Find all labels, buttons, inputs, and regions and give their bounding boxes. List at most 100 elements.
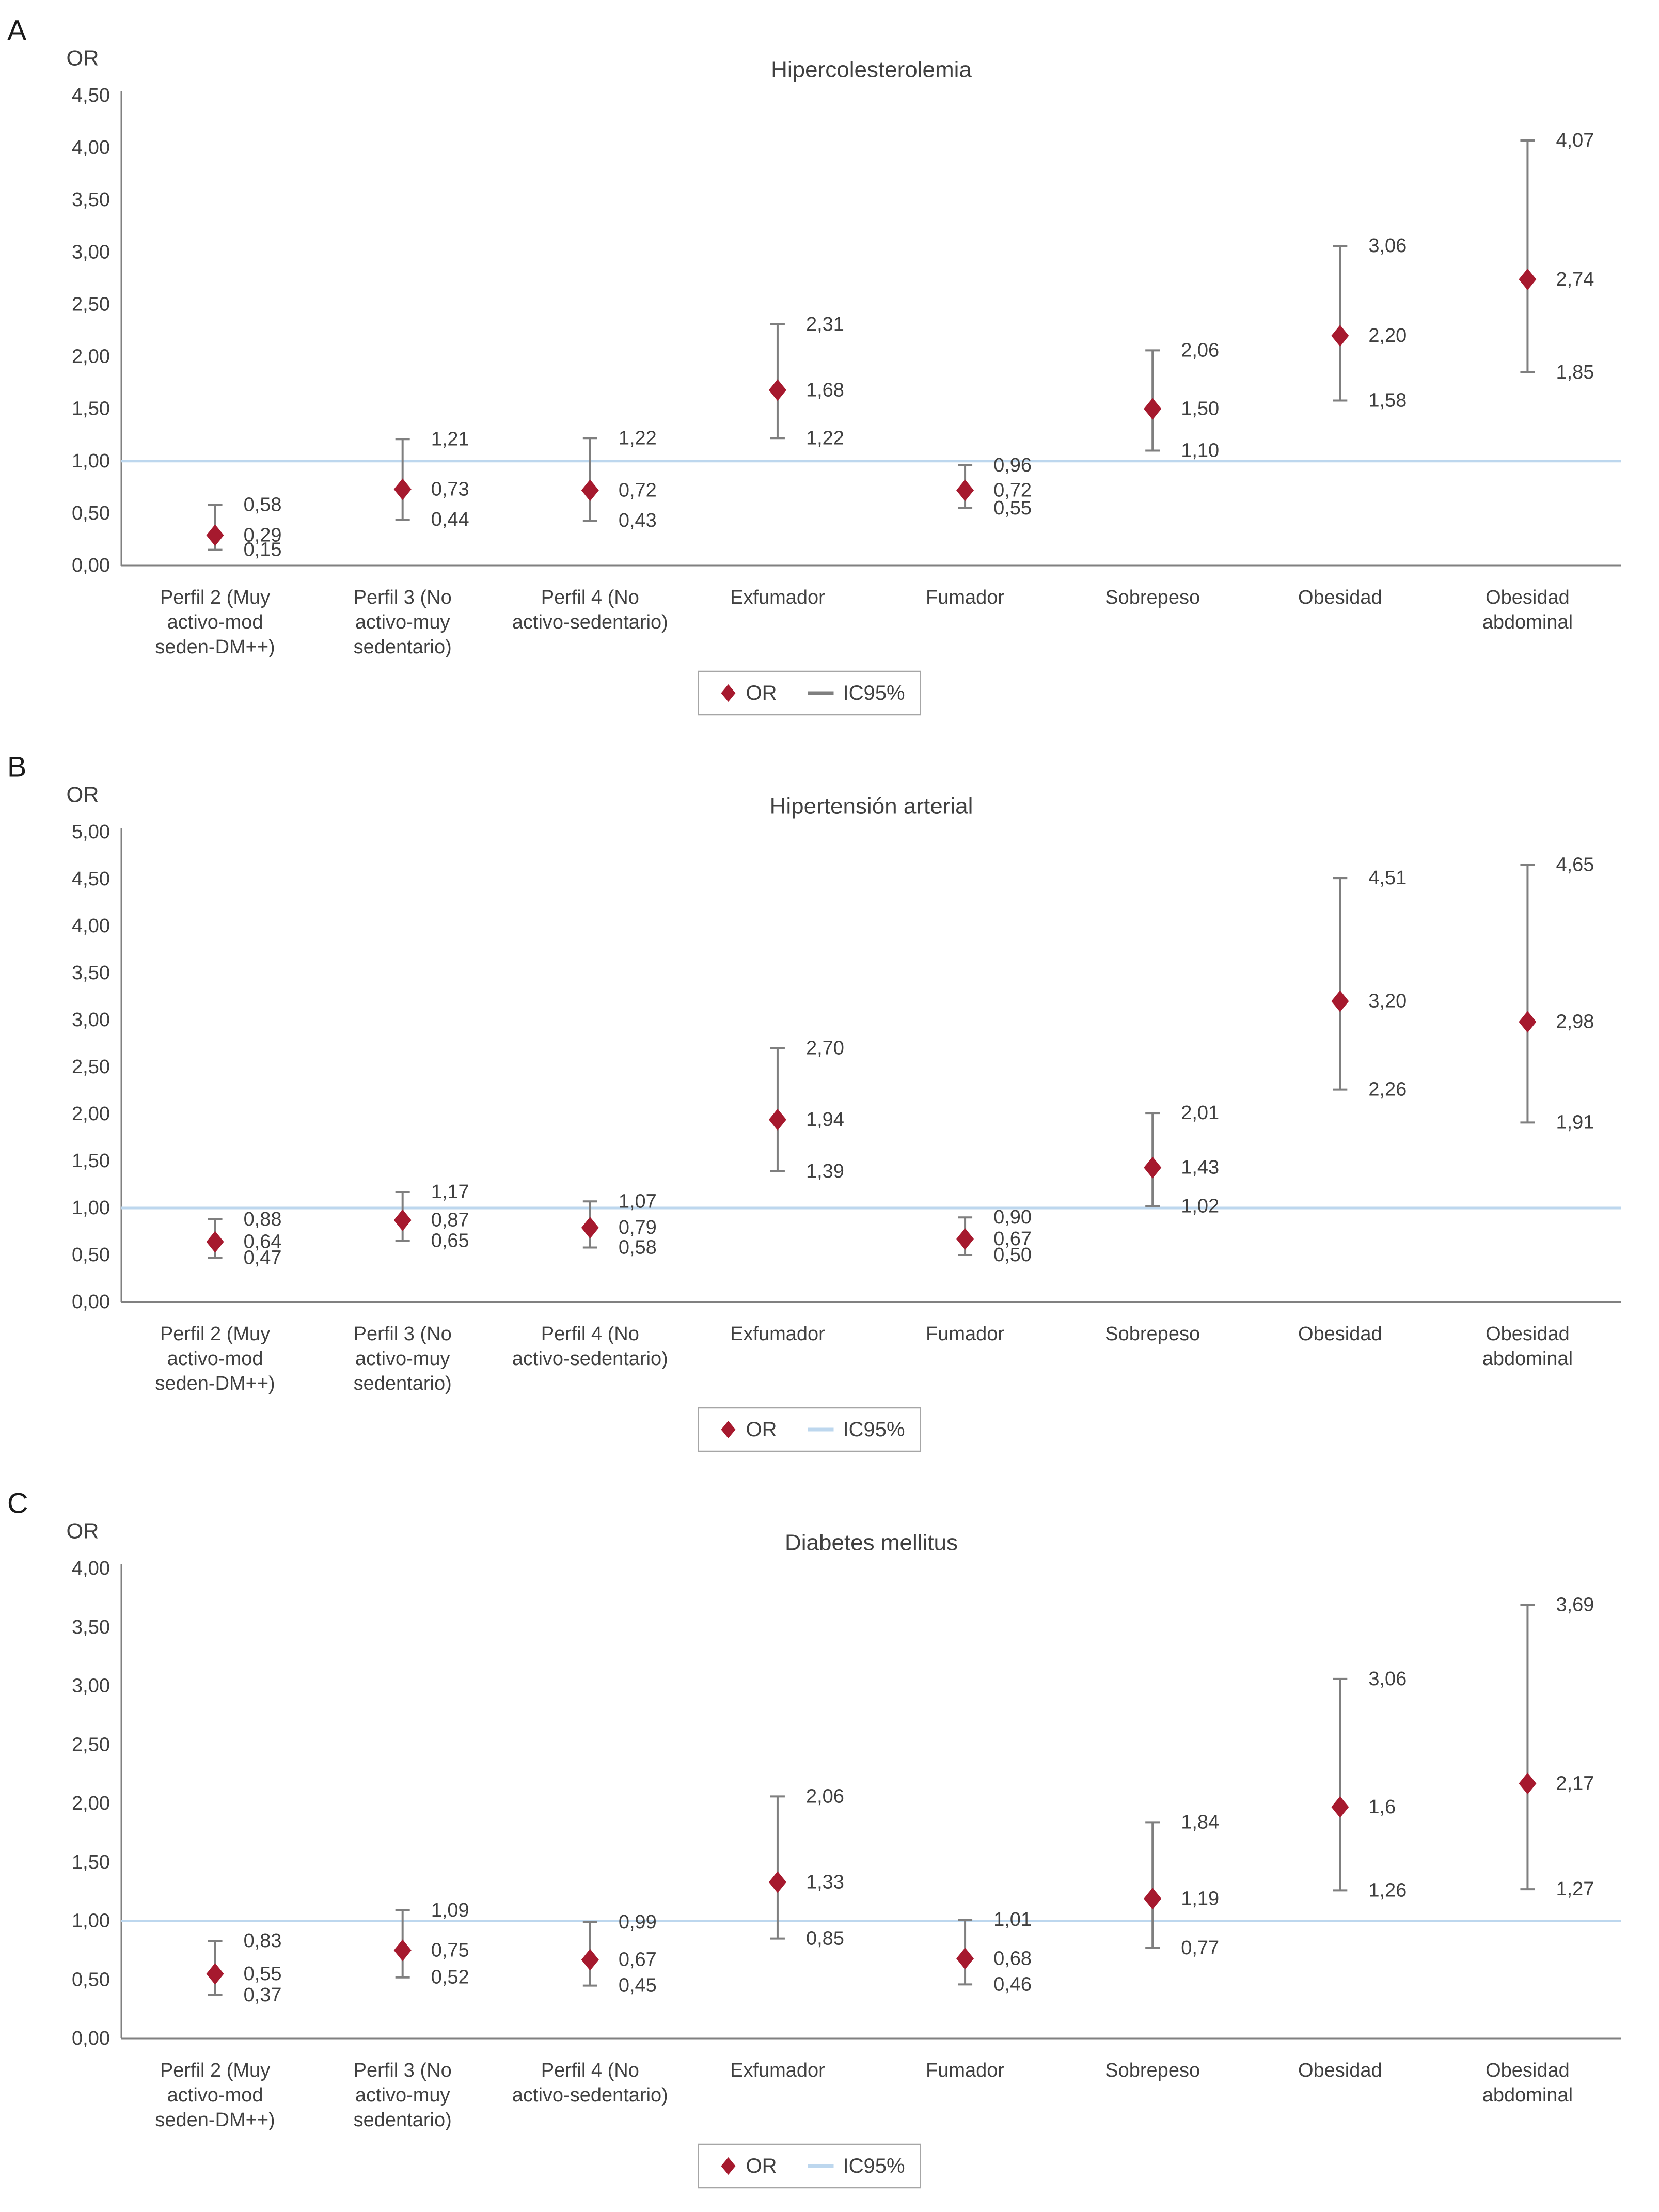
y-tick-label: 4,50 xyxy=(72,85,110,106)
ci-upper-label: 0,58 xyxy=(244,494,282,516)
ci-lower-label: 1,91 xyxy=(1556,1111,1594,1133)
category-label: Perfil 2 (Muy xyxy=(160,2060,270,2081)
ci-lower-label: 1,27 xyxy=(1556,1878,1594,1900)
ci-upper-label: 4,65 xyxy=(1556,854,1594,876)
ci-upper-label: 3,06 xyxy=(1368,235,1407,257)
legend-or-marker-icon xyxy=(721,2157,736,2175)
ci-lower-label: 0,45 xyxy=(619,1975,657,1997)
ci-lower-label: 1,10 xyxy=(1181,440,1219,462)
ci-upper-label: 1,01 xyxy=(993,1909,1032,1931)
legend: OR IC95% xyxy=(698,670,921,716)
or-value-label: 1,68 xyxy=(806,379,844,401)
or-marker xyxy=(956,1228,974,1250)
or-value-label: 3,20 xyxy=(1368,991,1407,1012)
y-tick-label: 1,00 xyxy=(72,450,110,472)
y-axis-label: OR xyxy=(67,46,99,70)
or-marker xyxy=(1144,1888,1162,1910)
category-label: Perfil 2 (Muy xyxy=(160,1323,270,1345)
legend-or-marker-icon xyxy=(721,684,736,702)
category-label: Obesidad xyxy=(1486,2060,1570,2081)
ci-lower-label: 0,77 xyxy=(1181,1937,1219,1959)
or-marker xyxy=(956,479,974,501)
ci-upper-label: 0,90 xyxy=(993,1206,1032,1228)
chart-title: Hipercolesterolemia xyxy=(771,57,972,83)
category-label: seden-DM++) xyxy=(155,2109,275,2131)
forest-point: 2,70 1,94 1,39 xyxy=(768,1038,844,1182)
y-tick-label: 2,50 xyxy=(72,1734,110,1755)
or-marker xyxy=(768,379,786,401)
category-label: Obesidad xyxy=(1486,1323,1570,1345)
y-tick-label: 0,00 xyxy=(72,1291,110,1313)
or-value-label: 0,67 xyxy=(619,1949,657,1971)
y-tick-label: 1,50 xyxy=(72,398,110,420)
ci-upper-label: 3,06 xyxy=(1368,1668,1407,1690)
category-label: Obesidad xyxy=(1298,1323,1382,1345)
y-tick-label: 4,50 xyxy=(72,868,110,890)
ci-upper-label: 1,21 xyxy=(431,428,469,450)
ci-upper-label: 4,51 xyxy=(1368,867,1407,889)
category-label: Exfumador xyxy=(730,2060,825,2081)
or-value-label: 0,29 xyxy=(244,524,282,546)
ci-upper-label: 0,99 xyxy=(619,1911,657,1933)
chart-A: AOR Hipercolesterolemia0,000,501,001,502,… xyxy=(7,14,1621,716)
or-value-label: 1,43 xyxy=(1181,1157,1219,1179)
category-label: activo-mod xyxy=(167,2084,263,2106)
panel-B: B OR Hipertensión arterial 0,00 0,50 1,00 1,50… xyxy=(0,736,1659,1473)
y-tick-label: 0,50 xyxy=(72,1244,110,1266)
or-marker xyxy=(1144,1156,1162,1179)
category-label: activo-sedentario) xyxy=(512,1348,668,1370)
y-tick-label: 1,00 xyxy=(72,1197,110,1219)
y-tick-label: 3,50 xyxy=(72,189,110,211)
forest-point: 1,22 0,72 0,43 xyxy=(581,427,657,531)
panel-A: A OR Hipercolesterolemia 0,00 0,50 1,00 1,50 2,… xyxy=(0,0,1659,736)
ci-upper-label: 2,06 xyxy=(806,1785,844,1807)
or-value-label: 0,73 xyxy=(431,478,469,500)
ci-upper-label: 3,69 xyxy=(1556,1594,1594,1616)
forest-point: 1,84 1,19 0,77 xyxy=(1144,1811,1219,1959)
category-label: abdominal xyxy=(1482,2084,1573,2106)
y-tick-label: 3,50 xyxy=(72,1617,110,1638)
category-label: sedentario) xyxy=(354,2109,452,2131)
category-label: activo-muy xyxy=(355,611,450,633)
y-tick-label: 0,50 xyxy=(72,503,110,524)
category-label: seden-DM++) xyxy=(155,1373,275,1394)
or-value-label: 2,17 xyxy=(1556,1772,1594,1794)
category-label: Fumador xyxy=(926,1323,1004,1345)
ci-lower-label: 0,44 xyxy=(431,509,469,530)
or-value-label: 0,68 xyxy=(993,1948,1032,1969)
forest-point: 0,96 0,720,55 xyxy=(956,454,1032,519)
category-label: Sobrepeso xyxy=(1105,587,1200,608)
forest-point: 4,51 3,20 2,26 xyxy=(1331,867,1407,1101)
panel-C: C OR Diabetes mellitus 0,00 0,50 1,00 1,50 2,00… xyxy=(0,1473,1659,2209)
or-marker xyxy=(393,1209,412,1231)
category-label: Obesidad xyxy=(1486,587,1570,608)
ci-lower-label: 0,15 xyxy=(244,539,282,561)
panel-letter: A xyxy=(7,14,27,46)
y-tick-label: 1,50 xyxy=(72,1852,110,1873)
or-value-label: 2,20 xyxy=(1368,325,1407,347)
y-axis-label: OR xyxy=(67,782,99,807)
forest-point: 2,06 1,50 1,10 xyxy=(1144,339,1219,462)
ci-upper-label: 0,96 xyxy=(993,454,1032,476)
forest-point: 2,31 1,68 1,22 xyxy=(768,313,844,449)
ci-upper-label: 4,07 xyxy=(1556,130,1594,151)
forest-point: 4,07 2,74 1,85 xyxy=(1519,130,1594,383)
category-label: activo-muy xyxy=(355,2084,450,2106)
ci-lower-label: 0,58 xyxy=(619,1236,657,1258)
forest-point: 2,06 1,33 0,85 xyxy=(768,1785,844,1950)
category-label: Perfil 3 (No xyxy=(354,2060,452,2081)
legend-ci-label: IC95% xyxy=(843,682,905,704)
category-label: Exfumador xyxy=(730,1323,825,1345)
or-value-label: 0,87 xyxy=(431,1210,469,1231)
ci-lower-label: 0,50 xyxy=(993,1244,1032,1266)
or-marker xyxy=(206,1231,224,1253)
y-tick-label: 5,00 xyxy=(72,821,110,843)
ci-lower-label: 0,55 xyxy=(993,497,1032,519)
ci-upper-label: 1,07 xyxy=(619,1190,657,1212)
forest-point: 4,65 2,98 1,91 xyxy=(1519,854,1594,1133)
or-value-label: 1,50 xyxy=(1181,398,1219,420)
category-label: abdominal xyxy=(1482,1348,1573,1370)
category-label: sedentario) xyxy=(354,1373,452,1394)
category-label: activo-muy xyxy=(355,1348,450,1370)
